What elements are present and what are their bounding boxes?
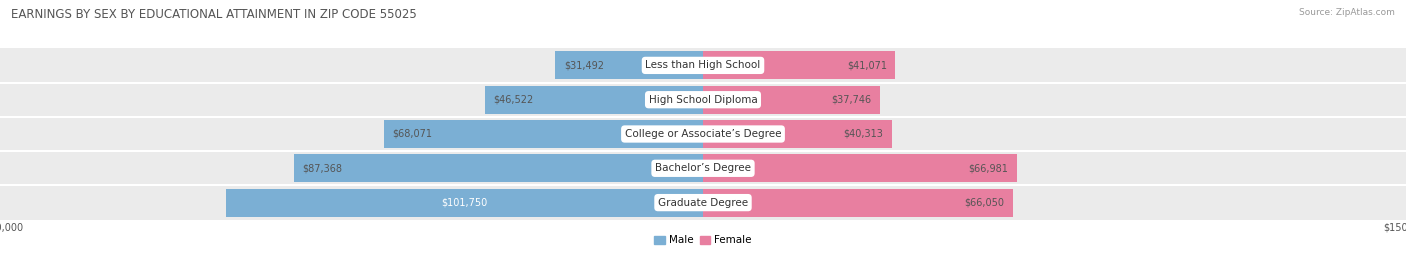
Bar bbox=[703, 189, 1012, 217]
Text: $66,050: $66,050 bbox=[965, 198, 1004, 208]
Text: Source: ZipAtlas.com: Source: ZipAtlas.com bbox=[1299, 8, 1395, 17]
Text: Graduate Degree: Graduate Degree bbox=[658, 198, 748, 208]
Legend: Male, Female: Male, Female bbox=[654, 235, 752, 245]
Text: $40,313: $40,313 bbox=[844, 129, 883, 139]
Text: EARNINGS BY SEX BY EDUCATIONAL ATTAINMENT IN ZIP CODE 55025: EARNINGS BY SEX BY EDUCATIONAL ATTAINMEN… bbox=[11, 8, 418, 21]
Bar bbox=[226, 189, 703, 217]
Text: High School Diploma: High School Diploma bbox=[648, 95, 758, 105]
Bar bbox=[0, 117, 1406, 151]
Bar bbox=[0, 48, 1406, 83]
Text: $46,522: $46,522 bbox=[494, 95, 534, 105]
Bar bbox=[703, 120, 891, 148]
Bar bbox=[0, 185, 1406, 220]
Text: $31,492: $31,492 bbox=[564, 60, 603, 70]
Bar bbox=[555, 51, 703, 79]
Bar bbox=[0, 151, 1406, 185]
Bar bbox=[703, 51, 896, 79]
Bar bbox=[384, 120, 703, 148]
Bar bbox=[294, 154, 703, 182]
Bar bbox=[703, 154, 1017, 182]
Text: $101,750: $101,750 bbox=[441, 198, 488, 208]
Text: Less than High School: Less than High School bbox=[645, 60, 761, 70]
Text: $66,981: $66,981 bbox=[969, 163, 1008, 173]
Bar bbox=[0, 83, 1406, 117]
Text: $68,071: $68,071 bbox=[392, 129, 433, 139]
Text: $41,071: $41,071 bbox=[846, 60, 887, 70]
Text: $87,368: $87,368 bbox=[302, 163, 342, 173]
Text: $37,746: $37,746 bbox=[831, 95, 872, 105]
Bar bbox=[703, 86, 880, 114]
Text: Bachelor’s Degree: Bachelor’s Degree bbox=[655, 163, 751, 173]
Bar bbox=[485, 86, 703, 114]
Text: College or Associate’s Degree: College or Associate’s Degree bbox=[624, 129, 782, 139]
